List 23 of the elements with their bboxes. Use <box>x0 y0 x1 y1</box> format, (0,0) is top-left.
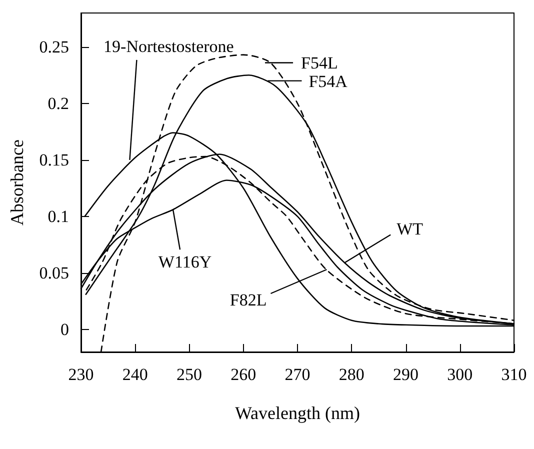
y-tick-label: 0.1 <box>48 206 69 226</box>
x-tick-label: 270 <box>284 365 310 384</box>
y-tick-label: 0.2 <box>48 94 69 113</box>
x-tick-label: 300 <box>447 365 473 384</box>
x-tick-label: 310 <box>501 365 527 384</box>
x-axis-title: Wavelength (nm) <box>234 403 360 423</box>
x-tick-label: 250 <box>176 365 202 384</box>
y-tick-label: 0.15 <box>39 150 69 170</box>
annotation: 19-Nortestosterone <box>104 36 234 56</box>
y-tick-label: 0 <box>60 320 69 339</box>
y-tick-label: 0.25 <box>39 37 69 56</box>
y-tick-label: 0.05 <box>39 263 69 282</box>
x-tick-label: 280 <box>338 365 364 384</box>
x-tick-label: 230 <box>68 365 94 384</box>
x-tick-label: 260 <box>230 365 256 384</box>
annotation: WT <box>396 220 424 239</box>
annotation: F82L <box>230 290 267 310</box>
y-axis-title: Absorbance <box>7 140 27 226</box>
annotation: W116Y <box>158 252 212 272</box>
x-tick-label: 290 <box>393 365 418 384</box>
annotation: F54A <box>308 72 348 91</box>
x-tick-label: 240 <box>122 365 148 384</box>
annotation: F54L <box>301 54 338 73</box>
